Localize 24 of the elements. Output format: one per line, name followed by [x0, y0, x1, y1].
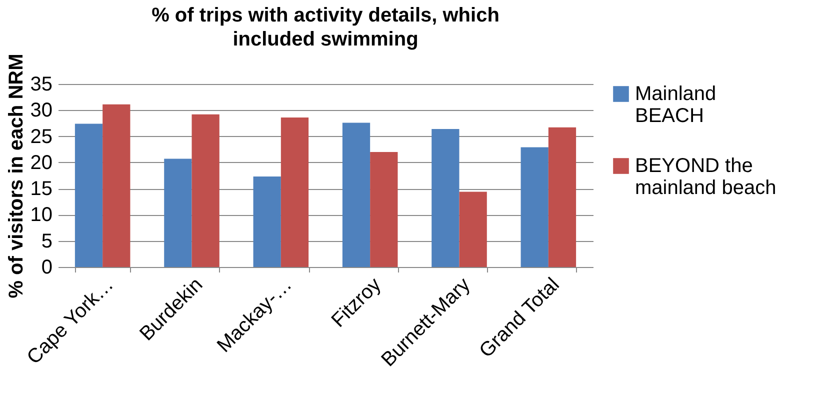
- bar: [192, 114, 220, 267]
- y-tick-label: 35: [30, 74, 52, 96]
- bar: [342, 122, 370, 267]
- y-tick-label: 10: [30, 204, 52, 226]
- legend-label: Mainland BEACH: [635, 83, 716, 127]
- y-tick-label: 5: [41, 230, 52, 252]
- bar: [102, 104, 130, 267]
- bar: [548, 127, 576, 267]
- y-tick-label: 25: [30, 126, 52, 148]
- bar: [74, 124, 103, 267]
- bar: [432, 128, 460, 267]
- bar: [459, 192, 487, 267]
- y-tick-label: 15: [30, 178, 52, 200]
- chart-title: % of trips with activity details, which included swimming: [152, 4, 500, 50]
- y-axis-title: % of visitors in each NRM: [5, 54, 28, 298]
- y-tick-label: 20: [30, 152, 52, 174]
- bar: [520, 147, 548, 267]
- legend-label: BEYOND the mainland beach: [635, 155, 776, 199]
- bar: [164, 158, 192, 267]
- y-tick-label: 30: [30, 100, 52, 122]
- y-tick-label: 0: [41, 256, 52, 278]
- bar: [280, 117, 309, 267]
- bar: [253, 176, 281, 267]
- bar: [370, 152, 398, 267]
